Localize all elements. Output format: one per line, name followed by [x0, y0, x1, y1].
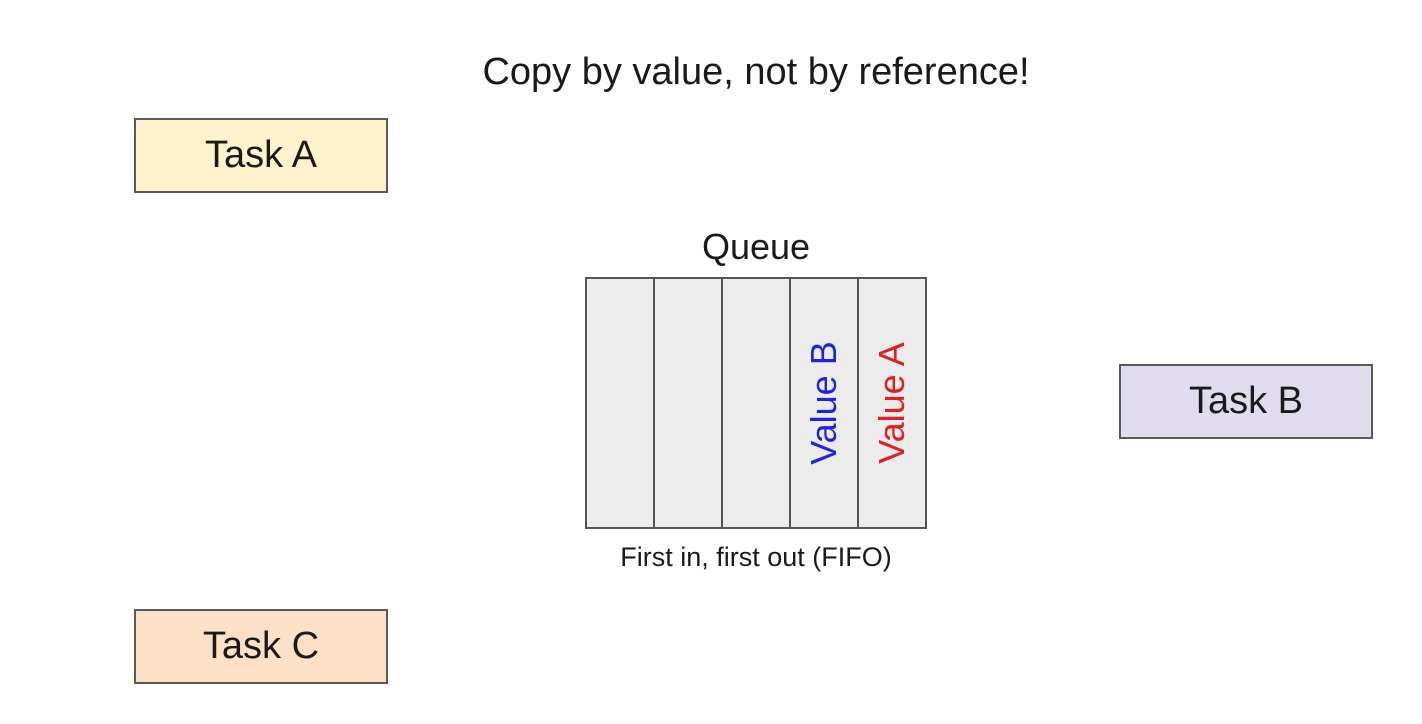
task-c-label: Task C — [202, 625, 320, 667]
task-b-box: Task B — [1119, 364, 1373, 439]
task-b-label: Task B — [1188, 380, 1304, 422]
queue-slot-5-value: Value A — [871, 342, 912, 464]
queue-caption: First in, first out (FIFO) — [620, 542, 892, 572]
queue-slot-4: Value B — [791, 279, 859, 527]
task-a-label: Task A — [205, 134, 317, 176]
queue-label: Queue — [701, 226, 811, 267]
task-c-box: Task C — [134, 609, 388, 684]
queue-slot-5: Value A — [859, 279, 925, 527]
task-a-box: Task A — [134, 118, 388, 193]
queue-slot-4-value: Value B — [803, 341, 844, 465]
queue-slot-1 — [587, 279, 655, 527]
diagram-title: Copy by value, not by reference! — [482, 51, 1030, 93]
queue: Value B Value A — [585, 277, 927, 529]
queue-slot-2 — [655, 279, 723, 527]
queue-slot-3 — [723, 279, 791, 527]
